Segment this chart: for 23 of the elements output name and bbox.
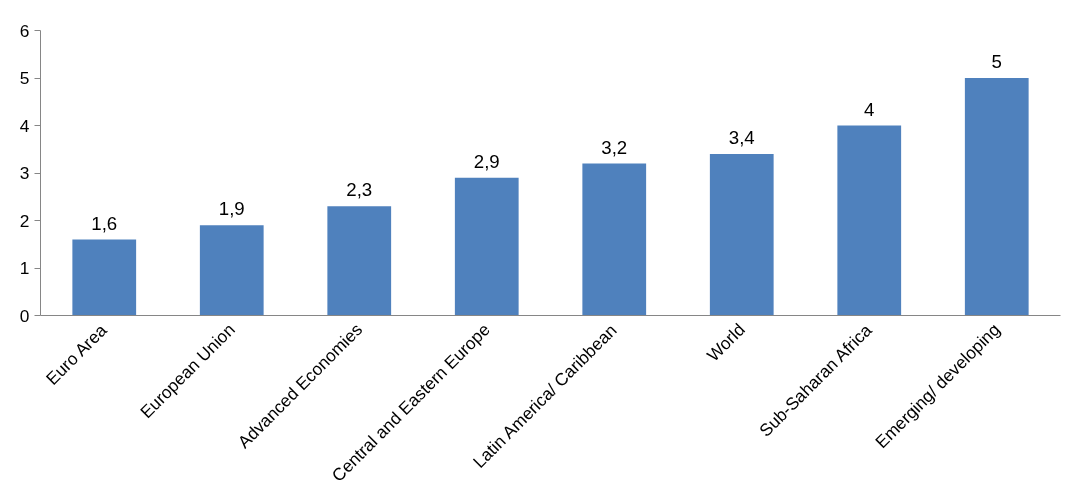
y-tick-label: 1 xyxy=(19,258,30,278)
bar xyxy=(964,78,1029,316)
data-label: 5 xyxy=(991,51,1002,72)
data-label: 1,6 xyxy=(91,212,118,234)
bar xyxy=(327,206,392,316)
data-label: 3,2 xyxy=(601,136,628,158)
y-tick-label: 5 xyxy=(19,68,30,88)
bar xyxy=(709,154,774,316)
bar xyxy=(199,225,264,316)
bar xyxy=(837,125,902,316)
y-tick-label: 4 xyxy=(19,115,30,136)
data-label: 3,4 xyxy=(728,127,755,148)
bar xyxy=(582,163,647,316)
y-tick-label: 0 xyxy=(19,305,30,326)
y-tick-label: 6 xyxy=(19,20,30,41)
y-tick-label: 3 xyxy=(19,163,30,183)
data-label: 4 xyxy=(864,98,875,120)
bar xyxy=(454,177,519,316)
bar xyxy=(72,239,137,316)
data-label: 2,9 xyxy=(473,150,500,172)
data-label: 1,9 xyxy=(218,198,245,220)
data-label: 2,3 xyxy=(346,179,373,201)
y-tick-label: 2 xyxy=(19,210,30,231)
